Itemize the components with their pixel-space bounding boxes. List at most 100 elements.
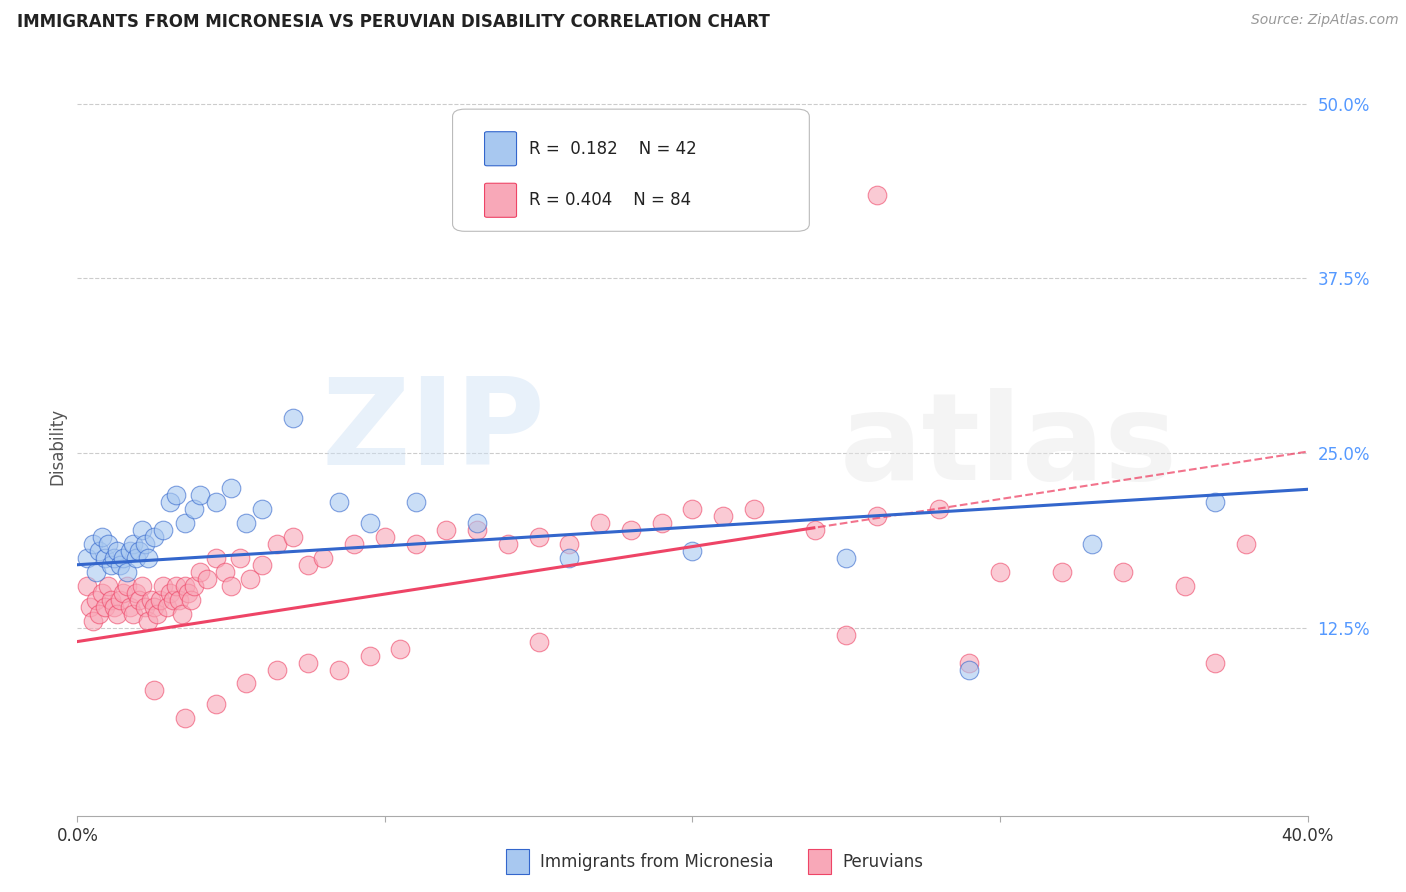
Point	[359, 516, 381, 530]
Point	[374, 530, 396, 544]
Point	[125, 585, 148, 599]
Point	[134, 537, 156, 551]
Point	[152, 523, 174, 537]
Point	[195, 572, 218, 586]
Point	[281, 530, 304, 544]
Point	[204, 698, 226, 712]
Point	[219, 579, 242, 593]
Point	[112, 550, 135, 565]
FancyBboxPatch shape	[485, 132, 516, 166]
Text: R =  0.182    N = 42: R = 0.182 N = 42	[529, 140, 696, 158]
Point	[835, 550, 858, 565]
Point	[174, 711, 197, 725]
Point	[84, 592, 107, 607]
Point	[159, 495, 181, 509]
Point	[136, 614, 159, 628]
Point	[558, 550, 581, 565]
Point	[682, 543, 704, 558]
Text: Peruvians: Peruvians	[842, 853, 924, 871]
Point	[84, 565, 107, 579]
Point	[266, 663, 288, 677]
Point	[76, 579, 98, 593]
Point	[170, 607, 193, 621]
Point	[188, 565, 212, 579]
Point	[204, 550, 226, 565]
Point	[266, 537, 288, 551]
Point	[465, 523, 488, 537]
Point	[405, 495, 427, 509]
Point	[496, 537, 519, 551]
Point	[527, 530, 550, 544]
Point	[90, 585, 114, 599]
Point	[1081, 537, 1104, 551]
Point	[97, 579, 120, 593]
Text: ZIP: ZIP	[321, 373, 546, 490]
Point	[239, 572, 262, 586]
Point	[742, 501, 765, 516]
Point	[866, 508, 889, 523]
Point	[128, 543, 150, 558]
Text: IMMIGRANTS FROM MICRONESIA VS PERUVIAN DISABILITY CORRELATION CHART: IMMIGRANTS FROM MICRONESIA VS PERUVIAN D…	[17, 13, 769, 31]
Point	[177, 585, 200, 599]
Point	[219, 481, 242, 495]
Point	[988, 565, 1011, 579]
Point	[82, 614, 104, 628]
Point	[110, 592, 132, 607]
Point	[1050, 565, 1073, 579]
Point	[105, 543, 128, 558]
Point	[180, 592, 202, 607]
Point	[94, 550, 117, 565]
Point	[155, 599, 177, 614]
Point	[143, 599, 166, 614]
Point	[87, 543, 110, 558]
Point	[312, 550, 335, 565]
Point	[436, 523, 458, 537]
Point	[651, 516, 673, 530]
Point	[297, 558, 319, 572]
Point	[76, 550, 98, 565]
Point	[115, 579, 138, 593]
Point	[103, 599, 125, 614]
Point	[97, 537, 120, 551]
Point	[281, 411, 304, 425]
Point	[174, 516, 197, 530]
Point	[1204, 656, 1226, 670]
Point	[328, 495, 350, 509]
Point	[682, 501, 704, 516]
Point	[167, 592, 190, 607]
Point	[589, 516, 612, 530]
Point	[118, 543, 141, 558]
Point	[465, 516, 488, 530]
Point	[235, 676, 257, 690]
Point	[250, 501, 273, 516]
Point	[389, 641, 412, 656]
Point	[165, 488, 187, 502]
Text: Source: ZipAtlas.com: Source: ZipAtlas.com	[1251, 13, 1399, 28]
Point	[112, 585, 135, 599]
Point	[94, 599, 117, 614]
Point	[128, 592, 150, 607]
Point	[121, 537, 143, 551]
Point	[115, 565, 138, 579]
Point	[105, 607, 128, 621]
Point	[835, 627, 858, 641]
Point	[204, 495, 226, 509]
Text: R = 0.404    N = 84: R = 0.404 N = 84	[529, 191, 690, 210]
Point	[957, 663, 980, 677]
Point	[866, 187, 889, 202]
Point	[214, 565, 236, 579]
Point	[343, 537, 366, 551]
Point	[1204, 495, 1226, 509]
Point	[359, 648, 381, 663]
Point	[136, 550, 159, 565]
Point	[558, 537, 581, 551]
Point	[1234, 537, 1257, 551]
Point	[79, 599, 101, 614]
Point	[125, 550, 148, 565]
Point	[149, 592, 172, 607]
FancyBboxPatch shape	[453, 109, 810, 231]
Point	[103, 550, 125, 565]
Point	[183, 501, 205, 516]
Point	[159, 585, 181, 599]
Point	[229, 550, 252, 565]
